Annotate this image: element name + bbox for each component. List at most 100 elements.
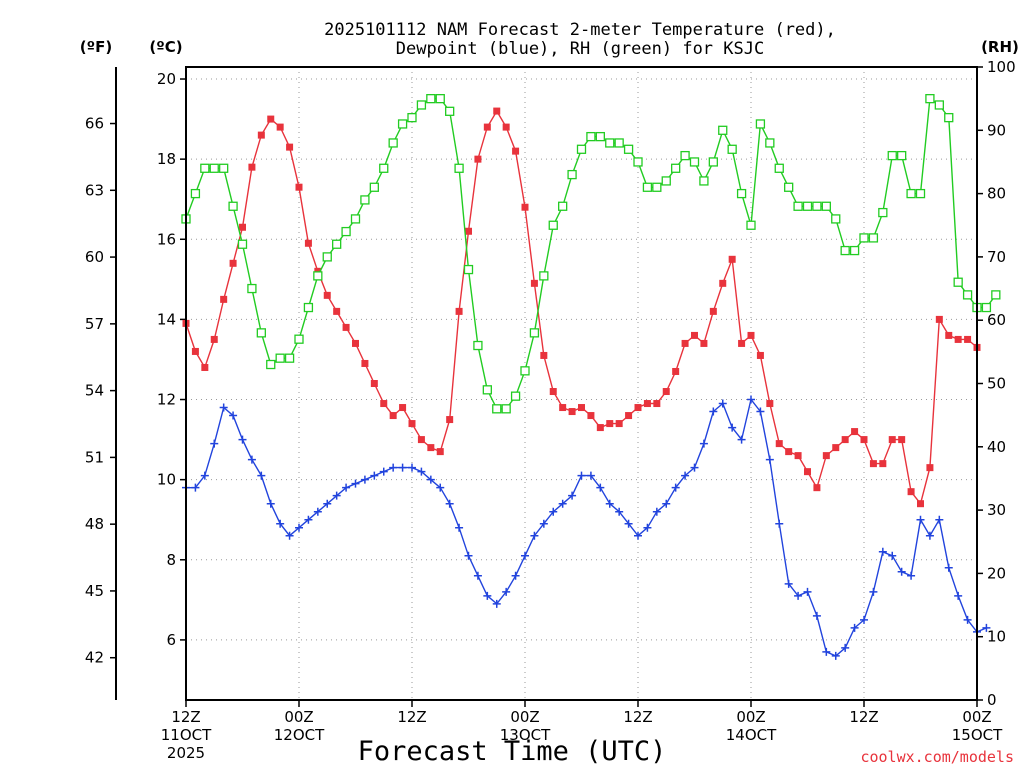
temperature-point [248,163,256,171]
dewpoint-point [624,519,633,528]
rh-point [774,163,784,173]
rh-tick-label: 0 [987,691,997,709]
dewpoint-point [379,467,388,476]
temperature-point [596,424,604,432]
c-tick-label: 6 [166,631,176,649]
temperature-point [323,291,331,299]
temperature-point [201,363,209,371]
temperature-point [530,279,538,287]
rh-point [708,157,718,167]
rh-point [906,188,916,199]
temperature-point [229,259,237,267]
dewpoint-point [229,411,238,420]
rh-point [190,188,201,199]
rh-tick-label: 50 [987,375,1006,393]
c-tick-label: 20 [157,70,176,88]
chart-title-line1: 2025101112 NAM Forecast 2-meter Temperat… [324,20,836,40]
rh-point [567,169,577,180]
f-tick-label: 66 [85,115,104,133]
temperature-point [587,412,595,420]
rh-point [539,271,549,281]
rh-point [303,302,314,313]
rh-point [435,94,445,104]
temperature-point [935,315,943,323]
rh-point [652,182,662,192]
temperature-point [389,412,397,420]
rh-point [595,131,605,142]
rh-point [426,94,436,104]
dewpoint-point [643,523,652,532]
temperature-point [625,412,633,420]
temperature-point [898,436,906,444]
c-tick-label: 18 [157,150,176,168]
dewpoint-point [869,587,878,596]
dewpoint-point [342,483,351,492]
temperature-point [342,323,350,331]
temperature-point [615,420,623,428]
fahrenheit-axis: 66 63 60 57 54 51 48 45 42 [85,67,117,700]
temperature-point [634,404,642,412]
temperature-point [860,436,868,444]
dewpoint-point [756,407,765,416]
x-axis-label: Forecast Time (UTC) [358,736,667,767]
rh-point [605,138,615,148]
x-tick-label-time: 12Z [849,708,878,726]
rh-point [944,112,954,123]
c-tick-label: 10 [157,471,176,489]
rh-tick-label: 90 [987,121,1006,139]
dewpoint-point [822,647,831,656]
temperature-point [954,335,962,343]
dewpoint-point [963,615,972,624]
rh-point [746,220,756,230]
rh-point [576,144,587,154]
rh-point [294,334,304,344]
unit-celsius: (ºC) [149,38,182,56]
dewpoint-point [794,591,803,600]
rh-point [266,359,276,370]
rh-point [868,233,879,243]
f-tick-label: 42 [85,649,104,667]
dewpoint-point [925,531,934,540]
temperature-point [333,307,341,315]
plot-frame [185,66,978,701]
f-tick-label: 48 [85,515,104,533]
dewpoint-point [408,463,416,472]
dewpoint-point [539,519,548,528]
dewpoint-point [944,563,953,572]
f-tick-label: 57 [85,315,104,333]
temperature-point [681,339,689,347]
temperature-point [446,416,454,424]
temperature-point [964,335,972,343]
rh-point [510,391,521,401]
rh-point [765,138,775,148]
temperature-point [700,339,708,347]
temperature-point [512,147,520,155]
rh-point [369,182,379,192]
dewpoint-point [502,587,511,596]
rh-point [784,182,794,192]
temperature-point [775,440,783,448]
unit-fahrenheit: (ºF) [80,38,112,56]
rh-point [548,220,558,230]
rh-point [699,176,709,186]
dewpoint-point [954,591,963,600]
rh-tick-label: 80 [987,185,1006,203]
dewpoint-point [549,507,558,516]
rh-tick-label: 70 [987,248,1006,266]
dewpoint-point [238,435,247,444]
dewpoint-point [812,611,821,620]
rh-point [991,290,1001,300]
dewpoint-point [831,651,840,660]
dewpoint-point [558,499,567,508]
rh-point [586,131,596,142]
rh-point [341,226,351,237]
dewpoint-point [888,551,897,560]
rh-point [859,233,869,243]
temperature-point [728,255,736,263]
credit-text: coolwx.com/models [860,748,1014,766]
dewpoint-point [200,471,209,480]
dewpoint-point [483,591,492,600]
temperature-point [465,227,472,235]
temperature-point [879,460,887,468]
dewpoint-point [982,623,991,632]
